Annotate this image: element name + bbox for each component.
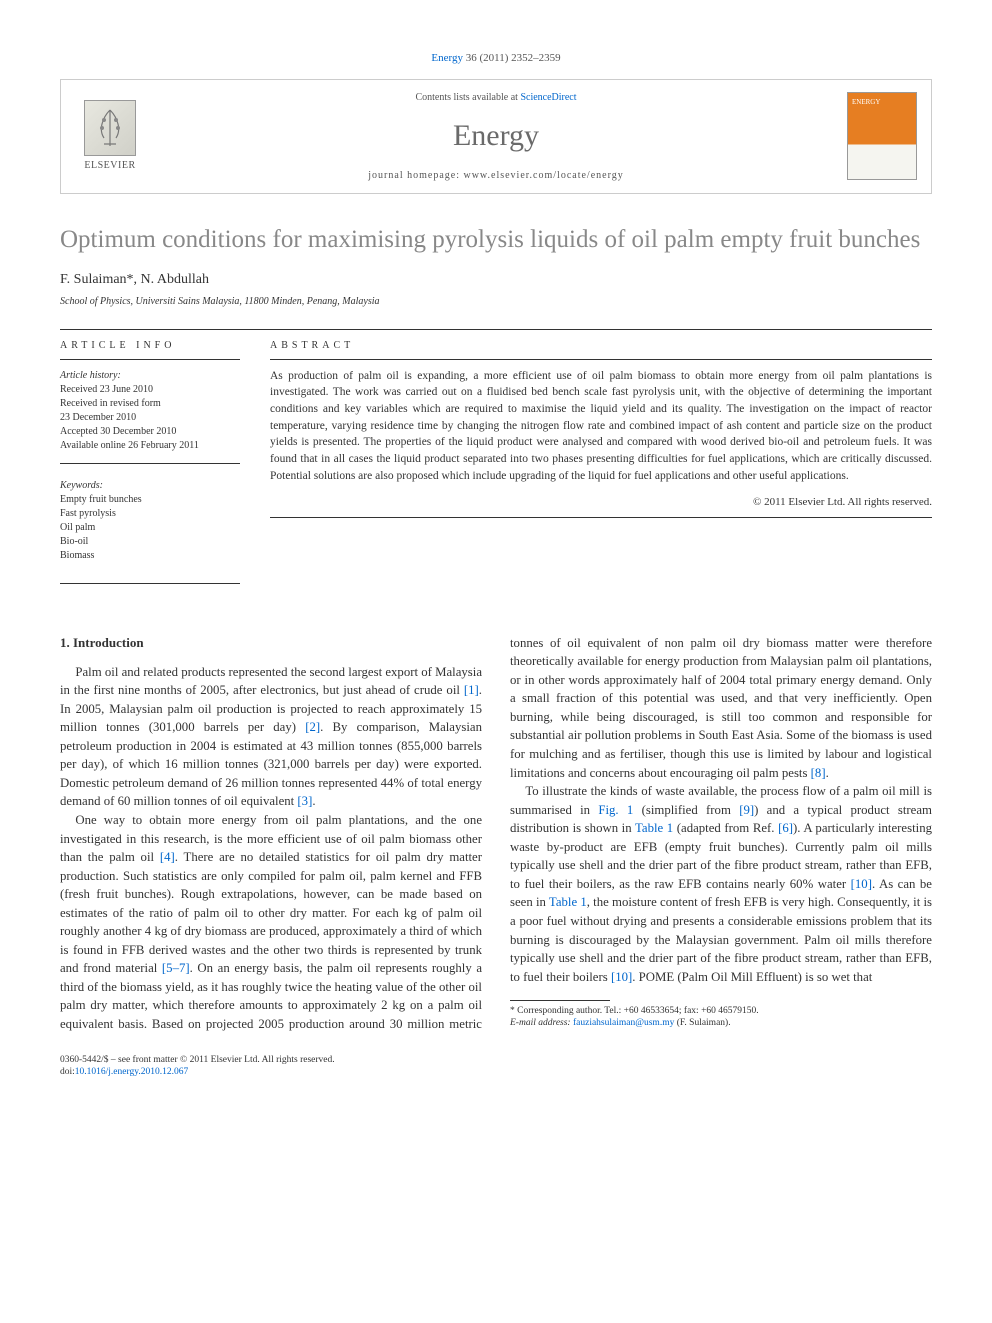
page-container: Energy 36 (2011) 2352–2359 ELSEVIER Cont… — [0, 0, 992, 1128]
contents-prefix: Contents lists available at — [415, 92, 520, 103]
journal-banner: ELSEVIER Contents lists available at Sci… — [60, 79, 932, 194]
reference-link[interactable]: [9] — [739, 803, 754, 817]
homepage-prefix: journal homepage: — [368, 170, 463, 181]
doi-link[interactable]: 10.1016/j.energy.2010.12.067 — [75, 1067, 188, 1077]
affiliation: School of Physics, Universiti Sains Mala… — [60, 294, 932, 309]
authors: F. Sulaiman*, N. Abdullah — [60, 269, 932, 290]
footnote-divider — [510, 1000, 610, 1001]
keyword: Fast pyrolysis — [60, 507, 240, 521]
reference-link[interactable]: [5–7] — [162, 961, 190, 975]
keyword: Oil palm — [60, 521, 240, 535]
info-abstract-row: ARTICLE INFO Article history: Received 2… — [60, 338, 932, 563]
journal-name: Energy — [165, 113, 827, 158]
publisher-name: ELSEVIER — [84, 158, 135, 173]
history-item: 23 December 2010 — [60, 411, 240, 425]
figure-link[interactable]: Fig. 1 — [598, 803, 633, 817]
keywords-label: Keywords: — [60, 478, 240, 493]
banner-center: Contents lists available at ScienceDirec… — [165, 90, 827, 183]
divider — [60, 463, 240, 464]
journal-homepage: journal homepage: www.elsevier.com/locat… — [165, 168, 827, 183]
footnote-email: E-mail address: fauziahsulaiman@usm.my (… — [510, 1017, 932, 1029]
reference-link[interactable]: [4] — [160, 850, 175, 864]
citation-journal-link[interactable]: Energy — [431, 52, 463, 64]
article-info-heading: ARTICLE INFO — [60, 338, 240, 360]
corresponding-author-footnote: * Corresponding author. Tel.: +60 465336… — [510, 1000, 932, 1030]
email-link[interactable]: fauziahsulaiman@usm.my — [573, 1018, 674, 1028]
abstract-copyright: © 2011 Elsevier Ltd. All rights reserved… — [270, 494, 932, 511]
reference-link[interactable]: [3] — [297, 794, 312, 808]
abstract-column: ABSTRACT As production of palm oil is ex… — [270, 338, 932, 563]
reference-link[interactable]: [10] — [851, 877, 872, 891]
reference-link[interactable]: [10] — [611, 970, 632, 984]
history-item: Received in revised form — [60, 397, 240, 411]
reference-link[interactable]: [2] — [305, 720, 320, 734]
keyword: Empty fruit bunches — [60, 493, 240, 507]
homepage-url: www.elsevier.com/locate/energy — [463, 170, 623, 181]
divider — [60, 583, 240, 584]
history-label: Article history: — [60, 368, 240, 383]
body-text: 1. Introduction Palm oil and related pro… — [60, 634, 932, 1034]
article-title: Optimum conditions for maximising pyroly… — [60, 224, 932, 255]
citation-line: Energy 36 (2011) 2352–2359 — [60, 50, 932, 67]
reference-link[interactable]: [1] — [464, 683, 479, 697]
elsevier-tree-icon — [84, 100, 136, 156]
history-item: Available online 26 February 2011 — [60, 439, 240, 453]
divider — [270, 517, 932, 518]
front-matter-line: 0360-5442/$ – see front matter © 2011 El… — [60, 1054, 932, 1066]
divider — [60, 329, 932, 330]
journal-cover-thumbnail: ENERGY — [847, 92, 917, 180]
citation-text: 36 (2011) 2352–2359 — [466, 52, 561, 64]
section-heading: 1. Introduction — [60, 634, 482, 653]
sciencedirect-link[interactable]: ScienceDirect — [520, 92, 576, 103]
contents-line: Contents lists available at ScienceDirec… — [165, 90, 827, 105]
keyword: Biomass — [60, 549, 240, 563]
publisher-logo: ELSEVIER — [75, 100, 145, 173]
reference-link[interactable]: [6] — [778, 821, 793, 835]
reference-link[interactable]: [8] — [811, 766, 826, 780]
history-item: Accepted 30 December 2010 — [60, 425, 240, 439]
table-link[interactable]: Table 1 — [635, 821, 673, 835]
keyword: Bio-oil — [60, 535, 240, 549]
doi-line: doi:10.1016/j.energy.2010.12.067 — [60, 1066, 932, 1078]
abstract-heading: ABSTRACT — [270, 338, 932, 360]
page-footer: 0360-5442/$ – see front matter © 2011 El… — [60, 1054, 932, 1079]
footnote-corr: * Corresponding author. Tel.: +60 465336… — [510, 1005, 932, 1017]
table-link[interactable]: Table 1 — [549, 895, 587, 909]
paragraph: To illustrate the kinds of waste availab… — [510, 782, 932, 986]
abstract-text: As production of palm oil is expanding, … — [270, 368, 932, 485]
article-info-column: ARTICLE INFO Article history: Received 2… — [60, 338, 240, 563]
history-item: Received 23 June 2010 — [60, 383, 240, 397]
paragraph: Palm oil and related products represente… — [60, 663, 482, 811]
